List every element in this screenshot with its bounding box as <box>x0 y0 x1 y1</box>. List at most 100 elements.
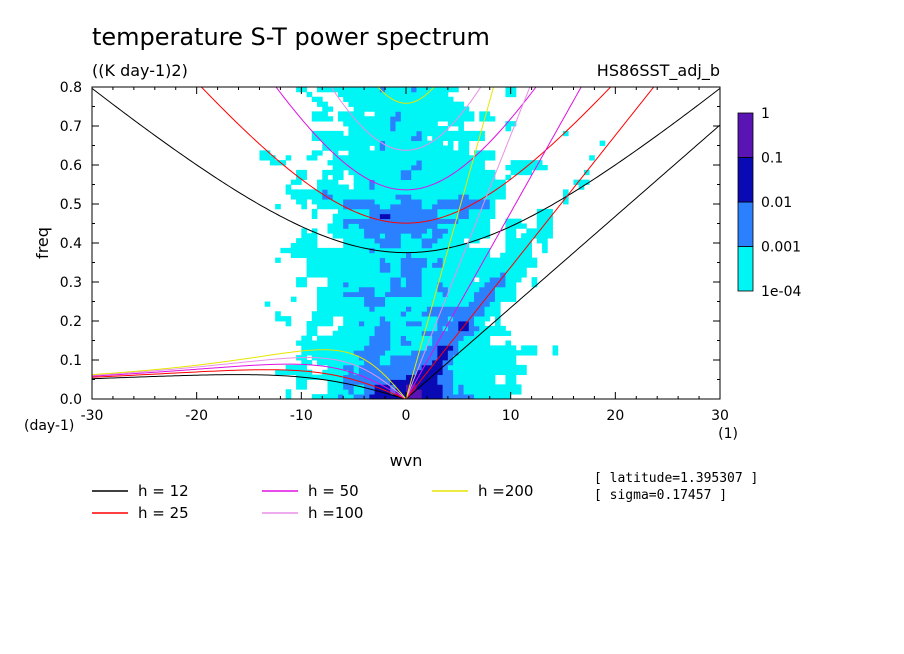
spectrum-cell <box>390 355 396 361</box>
spectrum-cell <box>395 140 402 146</box>
spectrum-cell <box>411 213 417 220</box>
spectrum-cell <box>406 306 412 312</box>
spectrum-cell <box>400 257 407 263</box>
spectrum-cell <box>542 233 548 239</box>
spectrum-cell <box>453 384 459 390</box>
spectrum-cell <box>463 340 470 346</box>
spectrum-cell <box>484 379 491 385</box>
spectrum-cell <box>406 321 412 327</box>
spectrum-cell <box>453 291 459 298</box>
spectrum-cell <box>421 243 428 249</box>
spectrum-cell <box>327 145 334 151</box>
spectrum-cell <box>411 296 417 302</box>
spectrum-cell <box>395 262 402 268</box>
dispersion-curve-h100-kelvin <box>405 87 531 399</box>
spectrum-cell <box>311 155 318 161</box>
spectrum-cell <box>479 369 485 376</box>
spectrum-cell <box>327 262 334 268</box>
spectrum-cell <box>369 374 375 380</box>
spectrum-cell <box>474 262 480 268</box>
spectrum-cell <box>348 145 355 151</box>
spectrum-cell <box>385 165 391 171</box>
spectrum-cell <box>526 243 532 249</box>
spectrum-cell <box>343 325 349 332</box>
spectrum-cell <box>379 174 386 181</box>
spectrum-cell <box>510 160 517 166</box>
spectrum-cell <box>348 91 355 98</box>
spectrum-cell <box>458 121 464 127</box>
spectrum-cell <box>468 345 475 351</box>
spectrum-cell <box>348 306 355 312</box>
spectrum-cell <box>379 394 386 400</box>
spectrum-cell <box>327 140 334 146</box>
spectrum-cell <box>432 379 438 385</box>
spectrum-cell <box>468 116 475 122</box>
spectrum-cell <box>447 384 454 390</box>
spectrum-cell <box>437 189 444 195</box>
spectrum-cell <box>437 369 444 376</box>
spectrum-cell <box>416 130 423 137</box>
spectrum-cell <box>364 277 370 283</box>
spectrum-cell <box>400 350 407 356</box>
spectrum-cell <box>474 267 480 273</box>
spectrum-cell <box>379 208 386 215</box>
spectrum-cell <box>521 350 527 356</box>
spectrum-cell <box>474 150 480 156</box>
spectrum-cell <box>385 291 391 298</box>
spectrum-cell <box>453 165 459 171</box>
spectrum-cell <box>395 330 402 337</box>
spectrum-cell <box>364 194 370 200</box>
spectrum-cell <box>521 257 527 263</box>
spectrum-cell <box>474 160 480 166</box>
spectrum-cell <box>374 194 381 200</box>
spectrum-cell <box>337 233 344 239</box>
spectrum-cell <box>364 316 370 322</box>
spectrum-cell <box>400 355 407 361</box>
spectrum-cell <box>510 267 517 273</box>
spectrum-cell <box>411 208 417 215</box>
spectrum-cell <box>547 218 553 224</box>
spectrum-cell <box>416 121 423 127</box>
spectrum-cell <box>395 145 402 151</box>
spectrum-cell <box>358 121 365 127</box>
spectrum-cell <box>515 257 522 263</box>
spectrum-cell <box>296 369 302 376</box>
spectrum-cell <box>458 179 464 185</box>
spectrum-cell <box>406 116 412 122</box>
spectrum-cell <box>400 291 407 298</box>
spectrum-cell <box>458 301 464 307</box>
spectrum-cell <box>374 87 381 93</box>
spectrum-cell <box>327 135 334 142</box>
spectrum-cell <box>385 321 391 327</box>
spectrum-cell <box>348 243 355 249</box>
spectrum-cell <box>416 204 423 210</box>
dispersion-curve-h25-kelvin <box>405 87 655 399</box>
spectrum-cell <box>442 321 449 327</box>
spectrum-cell <box>374 325 381 332</box>
spectrum-cell <box>432 296 438 302</box>
colorbar-label: 1e-04 <box>761 284 801 300</box>
spectrum-cell <box>411 150 417 156</box>
spectrum-cell <box>322 111 328 117</box>
spectrum-cell <box>432 384 438 390</box>
spectrum-cell <box>379 204 386 210</box>
spectrum-cell <box>458 355 464 361</box>
spectrum-cell <box>353 374 360 380</box>
spectrum-cell <box>400 374 407 380</box>
spectrum-cell <box>463 311 470 317</box>
spectrum-cell <box>484 262 491 268</box>
spectrum-cell <box>437 379 444 385</box>
spectrum-cell <box>421 257 428 263</box>
spectrum-cell <box>358 199 365 205</box>
spectrum-cell <box>296 379 302 385</box>
spectrum-cell <box>432 321 438 327</box>
spectrum-cell <box>416 174 423 181</box>
spectrum-cell <box>322 140 328 146</box>
spectrum-cell <box>463 345 470 351</box>
spectrum-cell <box>416 218 423 224</box>
spectrum-cell <box>364 262 370 268</box>
spectrum-cell <box>426 296 433 302</box>
spectrum-cell <box>364 247 370 254</box>
spectrum-cell <box>301 379 307 385</box>
spectrum-cell <box>337 155 344 161</box>
